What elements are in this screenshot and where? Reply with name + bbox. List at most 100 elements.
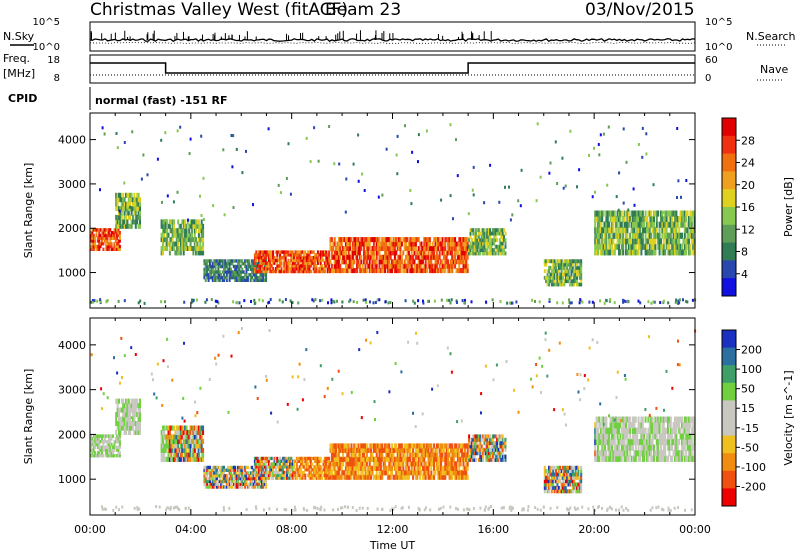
- power-point: [345, 178, 347, 181]
- power-cell: [352, 255, 354, 260]
- power-point: [540, 176, 542, 179]
- power-clutter: [105, 300, 107, 303]
- power-clutter: [414, 302, 416, 305]
- power-point: [190, 138, 192, 141]
- vel-cell: [425, 475, 427, 480]
- power-point: [141, 178, 143, 181]
- power-cell: [135, 211, 137, 216]
- power-point: [594, 191, 596, 194]
- power-cell: [421, 242, 423, 247]
- power-cell: [331, 250, 333, 255]
- power-cell: [684, 222, 686, 228]
- power-cell: [505, 238, 507, 242]
- power-point: [102, 126, 104, 129]
- power-cell: [444, 242, 446, 247]
- power-cell: [467, 264, 469, 269]
- power-point: [489, 164, 491, 167]
- vel-cell: [461, 448, 463, 453]
- power-cell: [684, 233, 686, 239]
- power-cell: [162, 250, 164, 255]
- vel-cell: [331, 470, 333, 475]
- power-cell: [362, 264, 364, 269]
- power-cell: [656, 227, 658, 233]
- power-clutter: [417, 299, 419, 302]
- power-point: [231, 134, 233, 137]
- vel-cell: [163, 452, 165, 457]
- vel-cell: [351, 475, 353, 480]
- vel-cell: [451, 443, 453, 448]
- power-clutter: [341, 300, 343, 303]
- power-cell: [384, 268, 386, 273]
- power-cell: [138, 193, 140, 198]
- power-cell: [310, 270, 312, 273]
- vel-cell: [183, 430, 185, 435]
- power-cell: [580, 259, 582, 263]
- power-clutter: [239, 301, 241, 304]
- power-cell: [334, 242, 336, 247]
- y-tick-label: 2000: [58, 222, 86, 235]
- vel-cell: [407, 461, 409, 466]
- power-point: [345, 211, 347, 214]
- vel-cell: [177, 443, 179, 448]
- vel-cell: [463, 461, 465, 466]
- vel-cell: [411, 466, 413, 471]
- vel-cell: [436, 452, 438, 457]
- power-cell: [119, 245, 121, 248]
- power-cell: [401, 255, 403, 260]
- power-cell: [691, 216, 693, 222]
- power-point: [333, 162, 335, 165]
- vel-cell: [407, 452, 409, 457]
- power-point: [645, 152, 647, 155]
- power-cell: [136, 219, 138, 224]
- power-point: [410, 202, 412, 205]
- vel-cell: [419, 475, 421, 480]
- power-point: [548, 172, 550, 175]
- vel-cell: [456, 461, 458, 466]
- vel-cell: [457, 448, 459, 453]
- power-clutter: [579, 298, 581, 301]
- power-cell: [369, 259, 371, 264]
- power-point: [550, 162, 552, 165]
- power-cell: [640, 249, 642, 255]
- power-cell: [635, 244, 637, 250]
- power-cell: [612, 227, 614, 233]
- power-point: [147, 173, 149, 176]
- cpid-label: CPID: [8, 92, 37, 105]
- vel-cell: [359, 452, 361, 457]
- power-cell: [139, 202, 141, 207]
- power-cell: [129, 215, 131, 220]
- vel-cell: [370, 475, 372, 480]
- vel-cell: [425, 461, 427, 466]
- vel-cell: [119, 430, 121, 435]
- power-clutter: [144, 302, 146, 305]
- power-cell: [139, 206, 141, 211]
- power-cell: [418, 237, 420, 242]
- power-clutter: [568, 298, 570, 301]
- power-clutter: [253, 299, 255, 302]
- vel-cell: [139, 408, 141, 413]
- power-cell: [367, 250, 369, 255]
- power-cell: [465, 259, 467, 264]
- power-clutter: [451, 298, 453, 301]
- power-cell: [405, 242, 407, 247]
- power-point: [555, 140, 557, 143]
- power-cell: [601, 216, 603, 222]
- power-point: [676, 196, 678, 199]
- power-clutter: [627, 300, 629, 303]
- vel-cell: [198, 452, 200, 457]
- power-point: [353, 163, 355, 166]
- power-point: [201, 214, 203, 217]
- power-point: [142, 154, 144, 157]
- power-point: [157, 158, 159, 161]
- vel-cell: [400, 452, 402, 457]
- power-point: [164, 131, 166, 134]
- power-cell: [608, 222, 610, 228]
- power-cell: [169, 242, 171, 247]
- power-point: [161, 201, 163, 204]
- vel-cell: [477, 451, 479, 455]
- date-label: 03/Nov/2015: [585, 0, 695, 20]
- power-cell: [642, 211, 644, 217]
- power-clutter: [463, 301, 465, 304]
- power-cell: [458, 264, 460, 269]
